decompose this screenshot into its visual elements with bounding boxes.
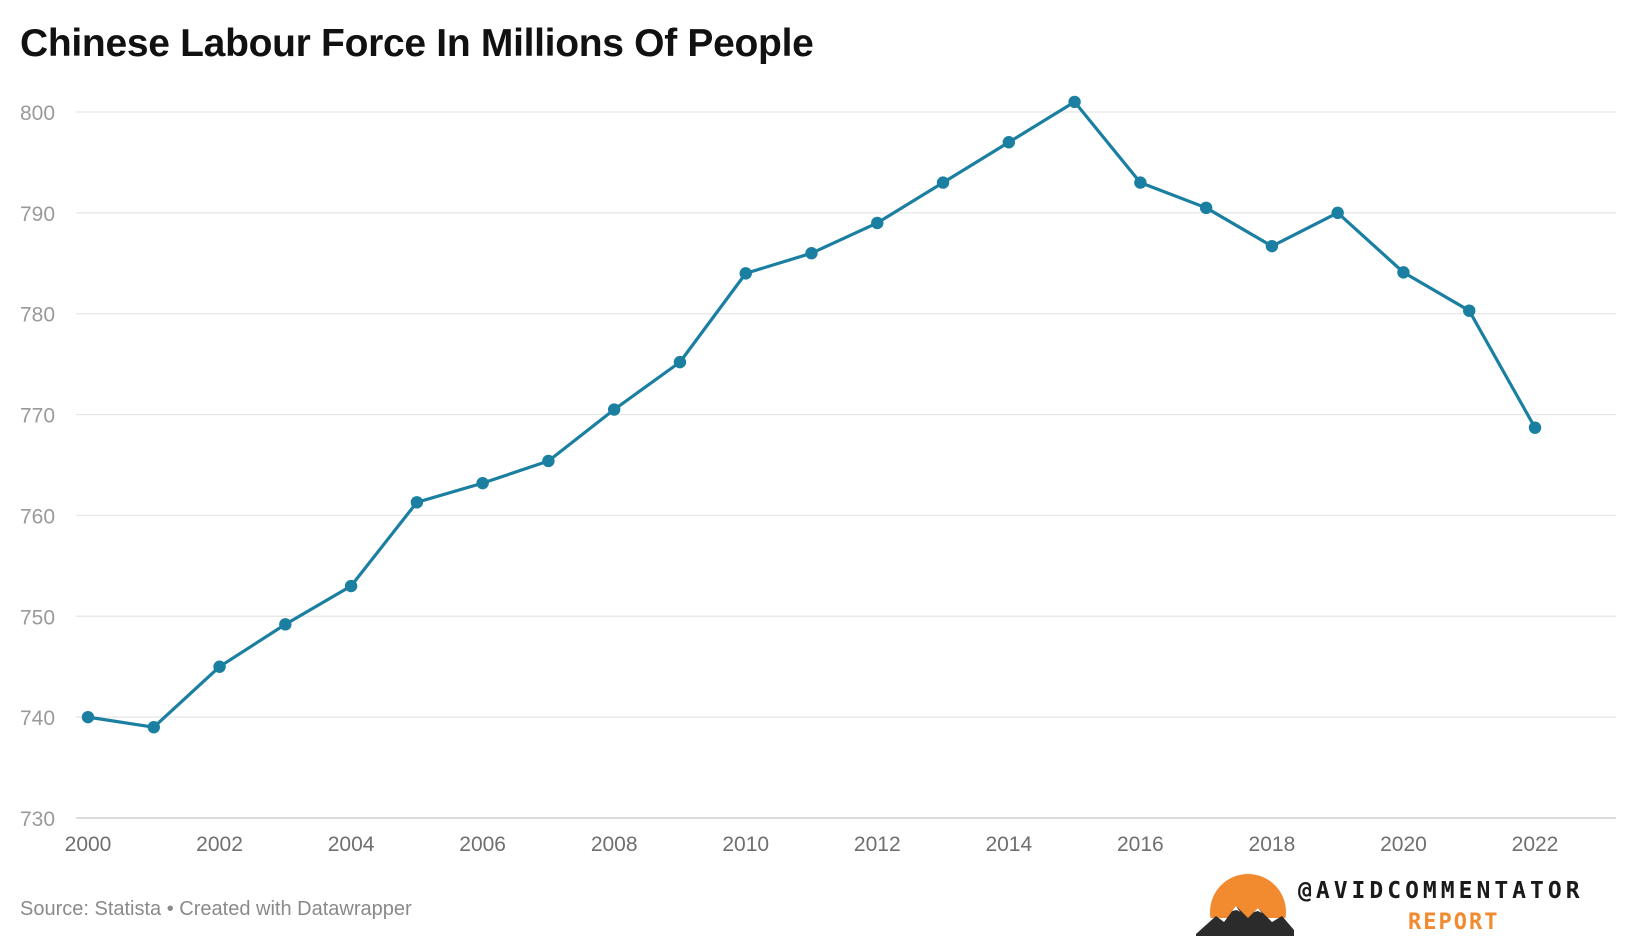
x-tick-label: 2022 [1512,833,1559,856]
data-point-2006 [476,476,489,490]
brand-handle: @AVIDCOMMENTATOR [1298,878,1584,904]
x-tick-label: 2002 [196,833,243,856]
x-axis-ticks: 2000 2002 2004 2006 2008 2010 2012 2014 2016 2018… [65,833,1559,856]
x-tick-label: 2018 [1249,833,1296,856]
x-tick-label: 2012 [854,833,901,856]
data-point-2009 [673,355,687,369]
y-tick-label: 730 [20,808,55,831]
data-points [81,95,1542,734]
data-point-2021 [1463,304,1476,317]
snow-caps-shape [1232,906,1262,913]
data-point-2010 [739,267,752,280]
x-tick-label: 2010 [722,833,769,856]
chart-title: Chinese Labour Force In Millions Of Peop… [20,22,814,65]
data-point-2008 [607,403,621,416]
x-tick-label: 2004 [328,833,375,856]
mountain-sun-logo-icon [1196,874,1296,936]
y-tick-label: 750 [20,606,55,629]
x-tick-label: 2006 [459,833,506,856]
data-point-2007 [542,454,555,468]
data-point-2011 [805,247,818,260]
data-point-2003 [279,618,292,631]
y-tick-label: 760 [20,505,55,528]
data-point-2002 [213,660,226,673]
data-point-2020 [1397,266,1410,279]
y-tick-label: 740 [20,707,55,730]
y-axis-ticks: 730 740 750 760 770 780 790 800 [20,102,55,831]
y-tick-label: 770 [20,405,55,428]
data-point-2017 [1199,201,1213,215]
y-tick-label: 800 [20,102,55,125]
data-point-2016 [1134,176,1147,189]
x-tick-label: 2016 [1117,833,1164,856]
data-point-2005 [410,496,424,509]
data-point-2014 [1002,136,1016,149]
x-tick-label: 2020 [1380,833,1427,856]
brand-subtitle: REPORT [1408,910,1500,935]
x-tick-label: 2000 [65,833,112,856]
data-point-2004 [344,579,358,593]
mountain-shape [1196,906,1294,936]
data-point-2018 [1265,239,1279,253]
data-point-2019 [1331,206,1344,220]
data-point-2022 [1528,421,1542,434]
data-point-2001 [147,721,160,734]
brand-block: @AVIDCOMMENTATOR REPORT [1196,872,1616,936]
x-tick-label: 2008 [591,833,638,856]
y-tick-label: 790 [20,203,55,226]
source-note: Source: Statista • Created with Datawrap… [20,898,412,920]
data-point-2015 [1068,95,1081,109]
data-point-2000 [81,710,95,724]
y-tick-label: 780 [20,304,55,327]
data-point-2012 [871,216,884,230]
data-point-2013 [936,176,950,189]
grid-lines [76,111,1616,819]
x-tick-label: 2014 [985,833,1032,856]
